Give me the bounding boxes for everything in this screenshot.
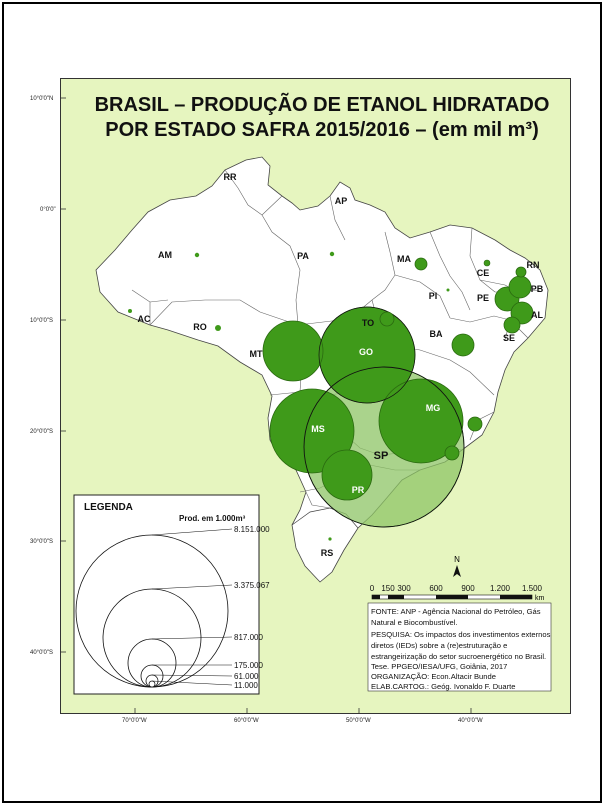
state-label-ro: RO [193,322,207,332]
legend-value: 817.000 [234,633,263,642]
bubble-ce [483,259,491,267]
production-bubbles [128,251,534,541]
credit-line: diretos (IEDs) sobre a (re)estruturação … [371,641,507,650]
lon-label: 60°0'0"W [234,718,259,724]
graticule-ticks [60,97,472,714]
scale-tick-label: 1.500 [522,584,543,593]
state-label-pb: PB [531,284,544,294]
scale-tick-label: 600 [429,584,443,593]
north-label: N [454,555,460,564]
bubble-sp-outline [303,366,465,528]
state-label-sp: SP [374,450,389,462]
bubble-rs [328,537,332,541]
latitude-labels: 10°0'0"N 0°0'0" 10°0'0"S 20°0'0"S 30°0'0… [30,96,56,656]
state-label-ac: AC [138,314,151,324]
bubble-ba [451,333,475,357]
legend-box: LEGENDA Prod. em 1.000m³ 8.151.000 3.375… [73,494,270,695]
state-label-pi: PI [429,291,438,301]
state-label-pa: PA [297,251,309,261]
lon-label: 50°0'0"W [346,718,371,724]
bubble-mt [262,320,324,382]
bubble-mg [378,378,464,464]
bubble-am [194,252,200,258]
bubble-pa [329,251,335,257]
credits-block: FONTE: ANP - Agência Nacional do Petróle… [367,602,552,692]
longitude-labels: 70°0'0"W 60°0'0"W 50°0'0"W 40°0'0"W [122,718,483,724]
state-label-ap: AP [335,196,348,206]
bubble-rj [444,445,460,461]
state-label-al: AL [531,310,543,320]
bubble-pr [321,449,373,501]
state-label-mg: MG [426,403,441,413]
lat-label: 10°0'0"S [30,318,53,324]
lat-label: 10°0'0"N [30,96,53,102]
bubble-ms [269,388,355,474]
legend-leaders [151,528,233,686]
bubble-pb [508,275,532,299]
bubble-pi [446,288,450,292]
state-label-mt: MT [250,349,263,359]
state-label-ba: BA [430,329,443,339]
lat-label: 20°0'0"S [30,429,53,435]
bubble-ac [128,309,132,313]
credit-line: Natural e Biocombustível. [371,618,458,627]
bubble-ro [215,325,221,331]
scale-unit: km [535,595,545,602]
legend-value: 175.000 [234,661,263,670]
lon-label: 70°0'0"W [122,718,147,724]
credit-line: Tese. PPGEO/IESA/UFG, Goiânia, 2017 [371,662,507,671]
legend-unit-label: Prod. em 1.000m³ [179,514,246,523]
state-label-pr: PR [352,485,365,495]
credit-line: PESQUISA: Os impactos dos investimentos … [371,630,551,639]
legend-frame [73,494,260,695]
bubble-go-outline [318,306,416,404]
scale-tick-label: 300 [397,584,411,593]
scale-bar: 0 150 300 600 900 1.200 1.500 km [370,584,545,602]
bubble-ma [414,257,428,271]
state-label-am: AM [158,250,172,260]
scale-tick-label: 150 [381,584,395,593]
bubble-to [379,311,395,327]
lat-label: 40°0'0"S [30,650,53,656]
state-label-pe: PE [477,293,489,303]
legend-title: LEGENDA [84,502,133,513]
north-arrow-icon: N [453,555,461,577]
map-title-line1: BRASIL – PRODUÇÃO DE ETANOL HIDRATADO [95,93,550,116]
bubble-rn [515,266,527,278]
state-label-ce: CE [477,268,490,278]
scale-tick-label: 900 [461,584,475,593]
state-label-rr: RR [224,172,237,182]
credit-line: FONTE: ANP - Agência Nacional do Petróle… [371,607,541,616]
state-label-ma: MA [397,254,411,264]
bubble-es [467,416,483,432]
credit-line: ELAB.CARTOG.: Geóg. Ivonaldo F. Duarte [371,682,516,691]
legend-value: 3.375.067 [234,581,270,590]
state-label-ms: MS [311,424,325,434]
state-label-to: TO [362,318,374,328]
state-label-go: GO [359,347,373,357]
state-labels: RR AP AM PA MA CE RN PB PE PI AL SE AC R… [138,172,544,558]
credit-line: estrangeirização do setor sucroenergétic… [371,652,546,661]
legend-value: 8.151.000 [234,525,270,534]
bubble-se [503,316,521,334]
lat-label: 30°0'0"S [30,539,53,545]
lat-label: 0°0'0" [40,207,56,213]
legend-value: 11.000 [234,681,258,690]
map-title-line2: POR ESTADO SAFRA 2015/2016 – (em mil m³) [105,119,538,141]
legend-value: 61.000 [234,672,259,681]
scale-tick-label: 0 [370,584,375,593]
lon-label: 40°0'0"W [458,718,483,724]
state-label-rn: RN [527,260,540,270]
scale-tick-label: 1.200 [490,584,511,593]
state-label-se: SE [503,333,515,343]
state-label-rs: RS [321,548,334,558]
credit-line: ORGANIZAÇÃO: Econ.Altacir Bunde [371,672,496,681]
